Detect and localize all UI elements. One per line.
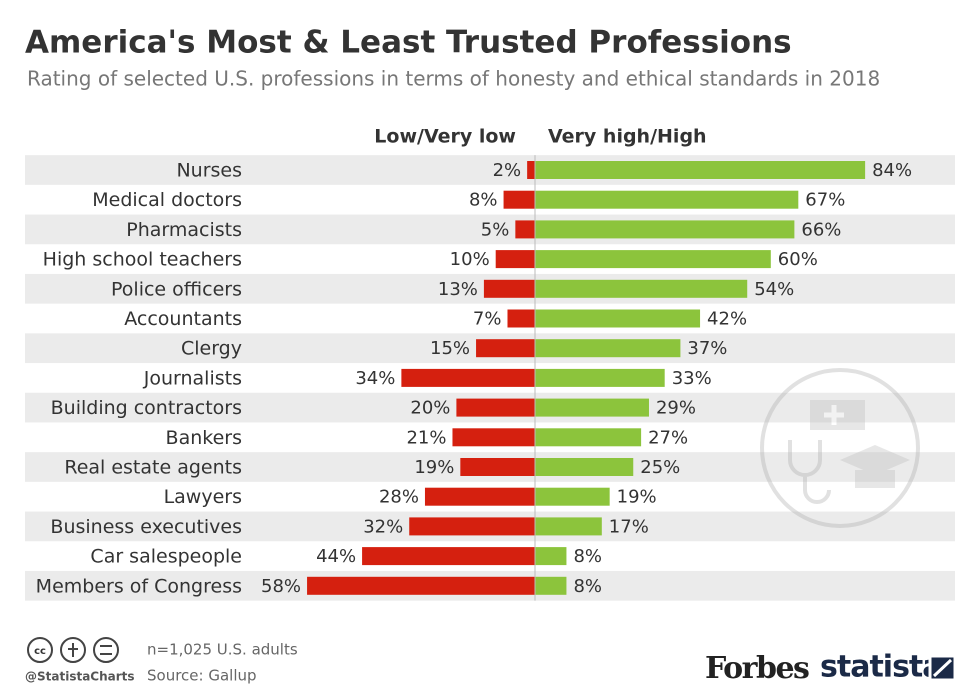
bar: [401, 368, 535, 387]
category-label: Clergy: [181, 338, 242, 360]
value-label: 19%: [617, 487, 657, 508]
category-label: Building contractors: [51, 397, 242, 419]
value-label: 60%: [778, 249, 818, 270]
category-label: Car salespeople: [90, 546, 242, 568]
bar: [476, 339, 535, 358]
bar: [515, 220, 535, 239]
legend-left: Low/Very low: [374, 126, 516, 148]
category-label: Members of Congress: [36, 575, 242, 597]
bar: [535, 190, 799, 209]
value-label: 66%: [801, 219, 841, 240]
bar: [527, 161, 535, 179]
category-label: Accountants: [124, 308, 242, 330]
handle: @StatistaCharts: [25, 670, 135, 684]
value-label: 44%: [316, 546, 356, 567]
value-label: 20%: [410, 398, 450, 419]
bar: [456, 398, 535, 417]
statista-logo: [928, 654, 957, 682]
value-label: 29%: [656, 398, 696, 419]
value-label: 10%: [450, 249, 490, 270]
category-label: Real estate agents: [64, 457, 242, 479]
bar: [483, 279, 535, 298]
bar: [535, 279, 748, 298]
bar: [535, 161, 866, 179]
value-label: 13%: [438, 279, 478, 300]
value-label: 28%: [379, 487, 419, 508]
chart-title: America's Most & Least Trusted Professio…: [25, 25, 792, 61]
value-label: 37%: [687, 338, 727, 359]
bar: [503, 190, 535, 209]
value-label: 25%: [640, 457, 680, 478]
bar: [535, 220, 795, 239]
value-label: 7%: [473, 309, 502, 330]
bar: [535, 339, 681, 358]
bar: [307, 576, 535, 595]
bar: [535, 576, 567, 595]
legend-right: Very high/High: [548, 126, 707, 148]
category-label: Medical doctors: [92, 189, 242, 211]
cc-mark: cc: [34, 646, 46, 657]
value-label: 2%: [493, 160, 522, 181]
bar: [535, 487, 610, 506]
category-label: Police officers: [111, 278, 242, 300]
bar: [535, 428, 642, 447]
category-label: Business executives: [50, 516, 242, 538]
category-label: Lawyers: [164, 486, 242, 508]
bar: [452, 428, 535, 447]
rows: Nurses 2% 84% Medical doctors 8% 67% Pharmacis…: [25, 155, 955, 601]
value-label: 27%: [648, 427, 688, 448]
bar: [409, 517, 535, 536]
bar: [535, 458, 634, 476]
value-label: 17%: [609, 516, 649, 537]
bar: [507, 309, 535, 328]
bar: [460, 458, 535, 476]
bar: [495, 250, 535, 269]
source: Source: Gallup: [147, 667, 257, 685]
value-label: 42%: [707, 309, 747, 330]
value-label: 58%: [261, 576, 301, 597]
value-label: 34%: [355, 368, 395, 389]
brand-statista: statista: [820, 650, 942, 685]
category-label: Nurses: [176, 160, 242, 182]
watermark: [760, 368, 920, 528]
license-icons: [27, 637, 119, 663]
value-label: 67%: [805, 190, 845, 211]
category-label: High school teachers: [43, 249, 242, 271]
value-label: 33%: [672, 368, 712, 389]
category-label: Pharmacists: [126, 219, 242, 241]
category-label: Journalists: [143, 367, 242, 389]
row-stripe: [25, 214, 955, 245]
value-label: 54%: [754, 279, 794, 300]
bar: [535, 398, 649, 417]
bar: [535, 309, 701, 328]
bar: [424, 487, 535, 506]
brand-forbes: Forbes: [705, 651, 809, 686]
bar: [362, 547, 535, 566]
bar: [535, 547, 567, 566]
value-label: 8%: [573, 546, 602, 567]
category-label: Bankers: [166, 427, 242, 449]
note: n=1,025 U.S. adults: [147, 641, 298, 659]
chart-subtitle: Rating of selected U.S. professions in t…: [27, 67, 880, 91]
bar: [535, 368, 665, 387]
value-label: 5%: [481, 219, 510, 240]
value-label: 21%: [406, 427, 446, 448]
value-label: 15%: [430, 338, 470, 359]
value-label: 19%: [414, 457, 454, 478]
value-label: 8%: [573, 576, 602, 597]
value-label: 8%: [469, 190, 498, 211]
bar: [535, 517, 602, 536]
value-label: 84%: [872, 160, 912, 181]
value-label: 32%: [363, 516, 403, 537]
bar: [535, 250, 771, 269]
